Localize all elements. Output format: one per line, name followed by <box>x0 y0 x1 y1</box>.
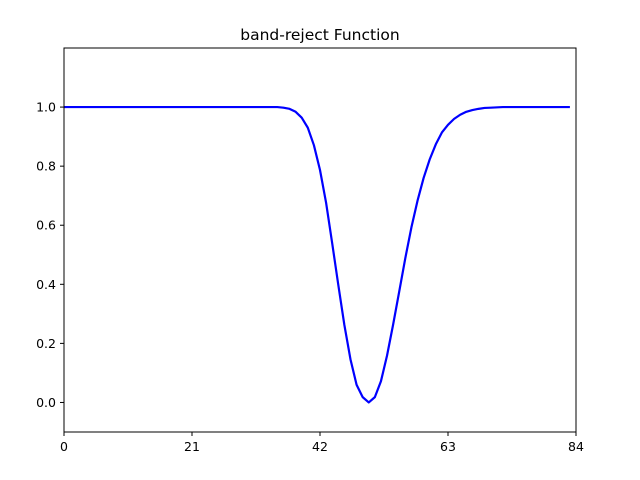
chart-title: band-reject Function <box>240 26 399 44</box>
x-tick-label: 63 <box>440 439 456 454</box>
x-tick-label: 84 <box>568 439 584 454</box>
plot-area <box>64 105 570 404</box>
y-tick-label: 0.2 <box>36 336 56 351</box>
x-tick-label: 0 <box>60 439 68 454</box>
y-tick-label: 1.0 <box>36 100 56 115</box>
x-tick-label: 21 <box>184 439 200 454</box>
y-tick-label: 0.0 <box>36 395 56 410</box>
series-line-1 <box>64 105 570 404</box>
x-axis: 0 21 42 63 84 <box>60 432 584 454</box>
y-axis: 0.0 0.2 0.4 0.6 0.8 1.0 <box>36 100 64 410</box>
y-tick-label: 0.8 <box>36 159 56 174</box>
y-tick-label: 0.6 <box>36 218 56 233</box>
x-tick-label: 42 <box>312 439 328 454</box>
y-tick-label: 0.4 <box>36 277 56 292</box>
